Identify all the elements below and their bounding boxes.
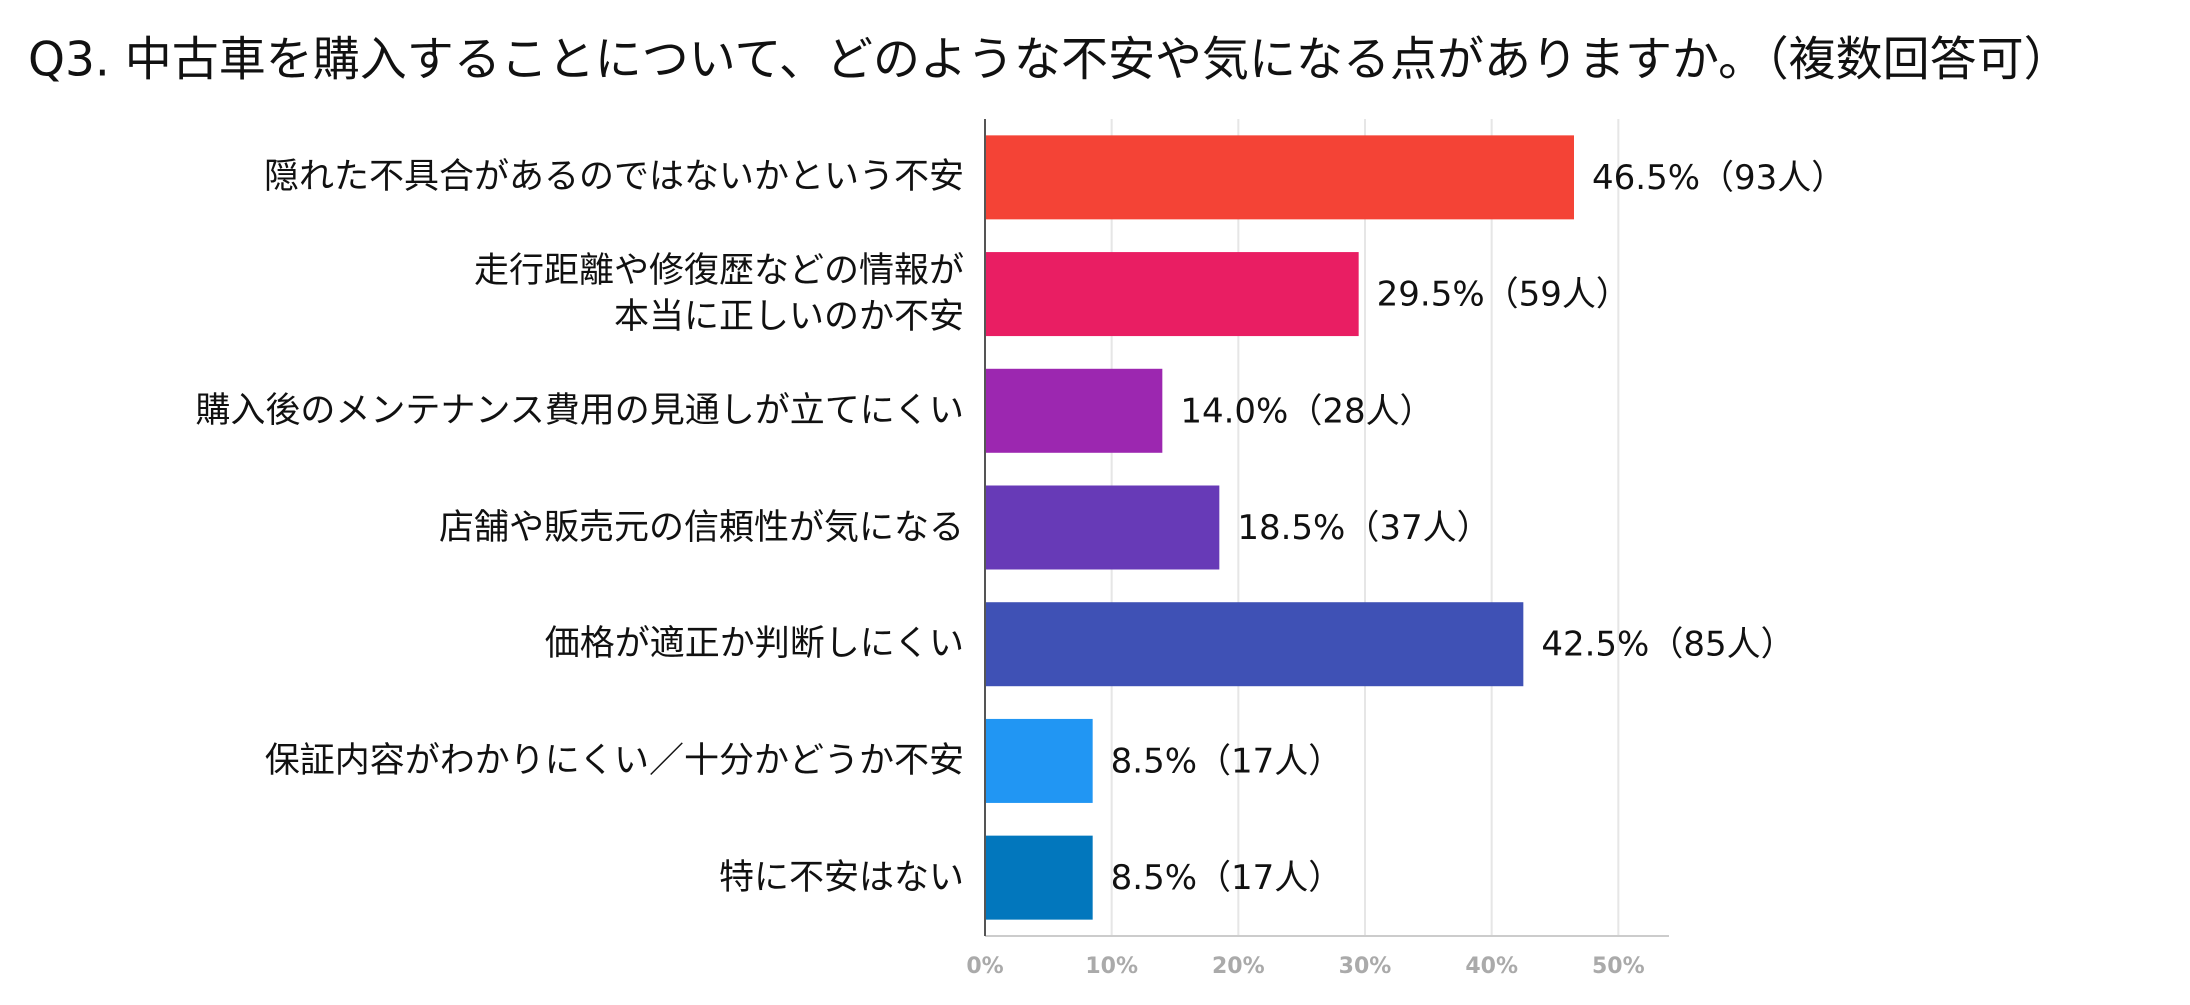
value-label: 8.5%（17人） <box>1111 858 1343 898</box>
x-tick-label: 50% <box>1592 954 1645 979</box>
x-tick-label: 20% <box>1212 954 1265 979</box>
bar <box>985 368 1163 453</box>
bar <box>985 485 1220 570</box>
category-label: 保証内容がわかりにくい／十分かどうか不安 <box>264 740 964 781</box>
category-label: 特に不安はない <box>718 857 964 898</box>
bar <box>985 718 1093 803</box>
x-tick-label: 10% <box>1085 954 1138 979</box>
value-label: 42.5%（85人） <box>1541 625 1794 665</box>
bar <box>985 135 1574 220</box>
bar <box>985 602 1524 687</box>
category-label: 走行距離や修復歴などの情報が 本当に正しいのか不安 <box>473 251 964 338</box>
category-label: 購入後のメンテナンス費用の見通しが立てにくい <box>195 390 964 431</box>
chart-title: Q3. 中古車を購入することについて、どのような不安や気になる点がありますか。（… <box>28 33 2071 88</box>
value-label: 14.0%（28人） <box>1180 391 1433 431</box>
x-tick-label: 30% <box>1339 954 1392 979</box>
value-label: 29.5%（59人） <box>1377 275 1630 315</box>
x-tick-label: 0% <box>966 954 1003 979</box>
value-label: 18.5%（37人） <box>1237 508 1490 548</box>
value-label: 46.5%（93人） <box>1592 158 1845 198</box>
bar <box>985 252 1359 337</box>
category-label: 店舗や販売元の信頼性が気になる <box>438 507 964 548</box>
bar <box>985 835 1093 920</box>
category-label: 隠れた不具合があるのではないかという不安 <box>263 157 964 198</box>
value-label: 8.5%（17人） <box>1111 741 1343 781</box>
x-tick-label: 40% <box>1465 954 1518 979</box>
category-label: 価格が適正か判断しにくい <box>544 624 964 665</box>
